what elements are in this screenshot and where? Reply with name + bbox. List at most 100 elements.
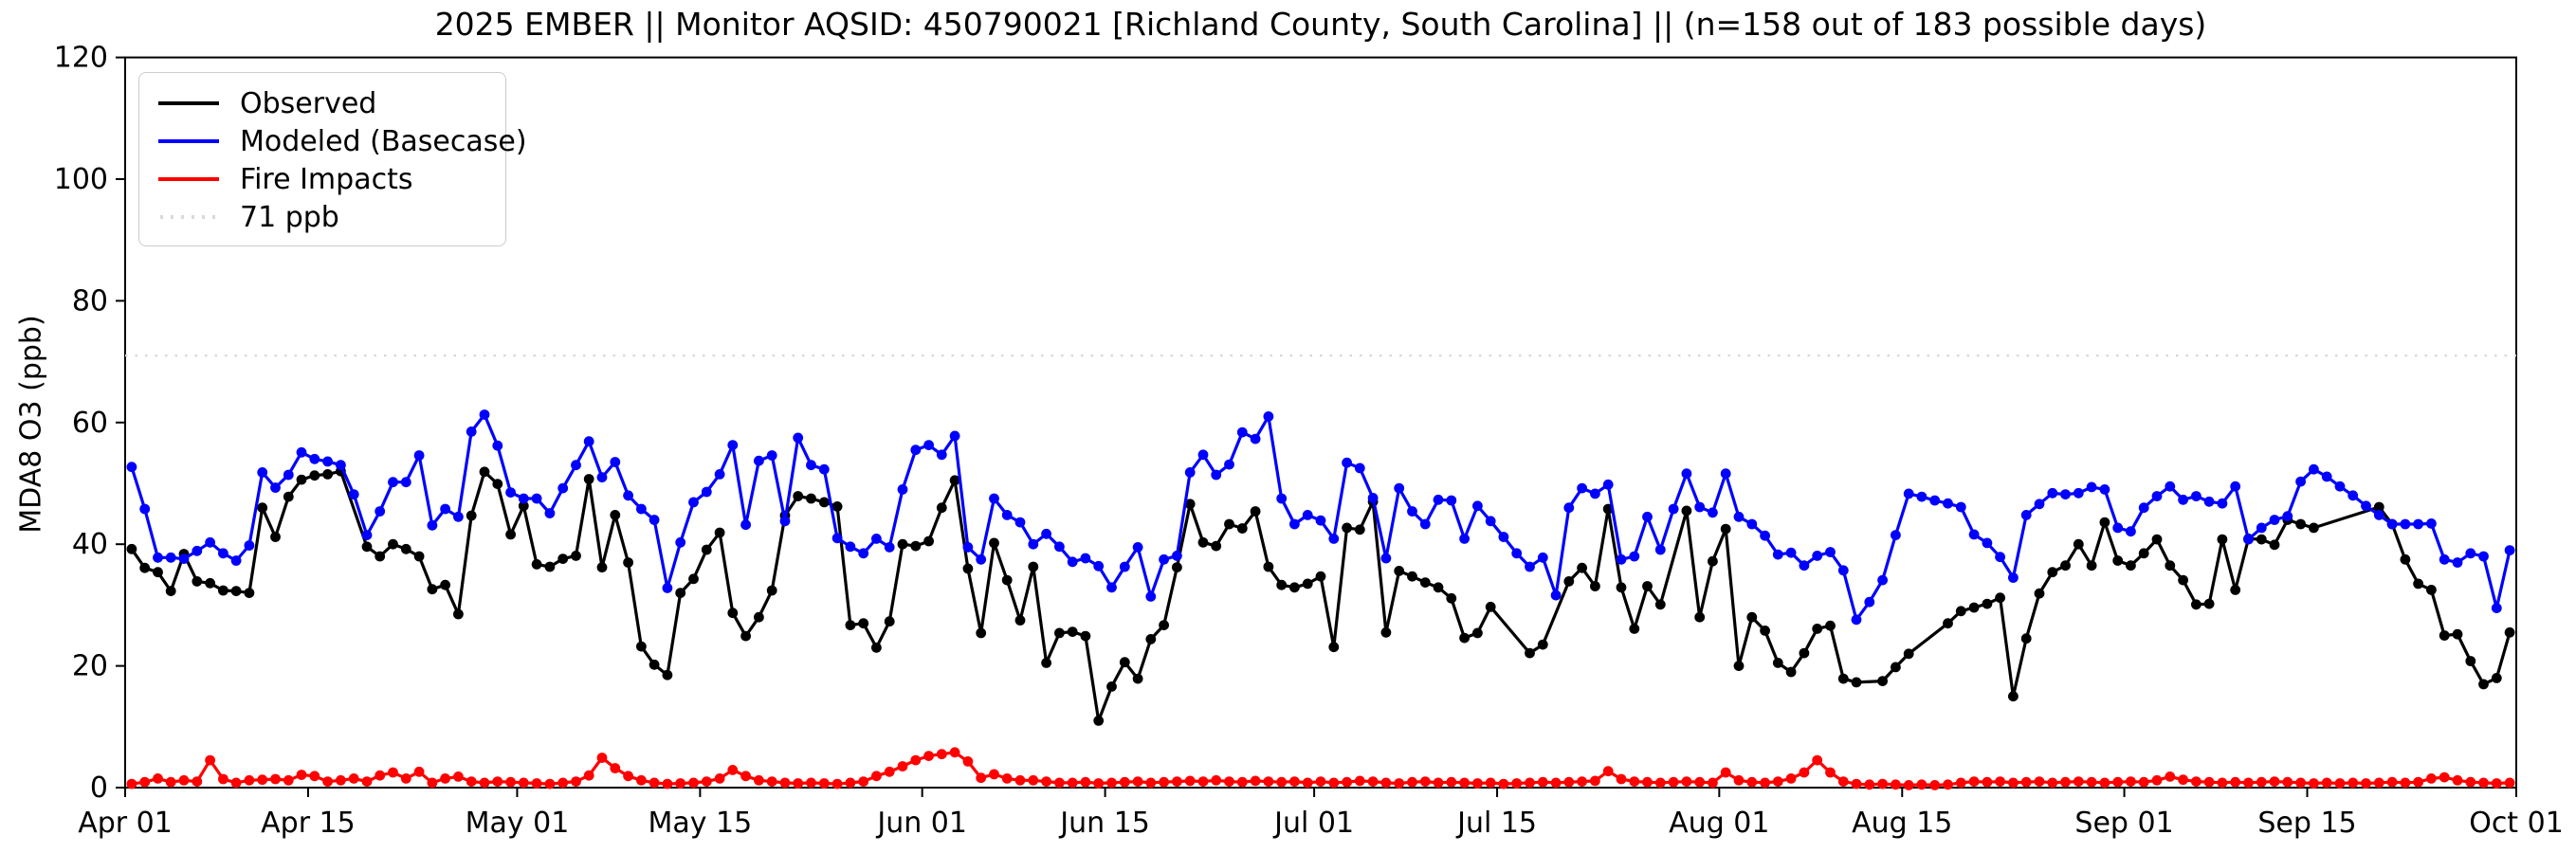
legend-item-threshold: 71 ppb (153, 198, 505, 236)
data-point (165, 552, 176, 563)
data-point (1812, 551, 1823, 561)
data-point (2269, 515, 2280, 525)
data-point (1276, 776, 1288, 788)
data-point (1590, 488, 1600, 499)
data-point (1289, 518, 1300, 530)
data-point (2060, 489, 2071, 499)
data-point (270, 532, 281, 542)
data-point (897, 538, 908, 550)
data-point (2269, 539, 2280, 551)
data-point (675, 778, 686, 789)
data-point (2217, 534, 2228, 545)
data-point (1511, 548, 1523, 559)
data-point (257, 774, 268, 786)
data-point (610, 510, 621, 520)
data-point (923, 440, 934, 450)
data-point (858, 618, 869, 629)
data-point (1654, 777, 1666, 789)
data-point (466, 426, 477, 437)
data-point (976, 772, 987, 784)
data-point (165, 776, 176, 788)
data-point (1472, 778, 1483, 789)
data-point (2047, 777, 2058, 789)
data-point (1433, 494, 1444, 505)
data-point (283, 774, 294, 786)
data-point (1982, 537, 1993, 549)
data-point (348, 489, 359, 499)
data-point (2334, 778, 2346, 789)
data-point (453, 771, 464, 782)
data-point (2321, 777, 2332, 789)
data-point (400, 477, 411, 488)
data-point (1968, 529, 1980, 540)
data-point (1132, 776, 1143, 787)
data-point (440, 503, 450, 515)
data-point (793, 432, 804, 444)
data-point (1236, 776, 1248, 788)
data-point (2099, 517, 2110, 528)
data-point (2126, 560, 2136, 572)
data-point (1211, 540, 1222, 552)
data-point (1380, 777, 1392, 789)
data-point (754, 455, 764, 466)
data-point (583, 474, 594, 484)
data-point (466, 510, 477, 521)
data-point (2400, 554, 2411, 565)
data-point (2256, 776, 2267, 788)
data-point (126, 543, 137, 554)
data-point (1708, 777, 1718, 789)
data-point (1054, 627, 1065, 639)
data-point (1995, 552, 2006, 563)
data-point (192, 576, 203, 587)
data-point (1132, 542, 1143, 553)
data-point (1407, 571, 1417, 582)
data-point (1093, 560, 1105, 572)
data-point (2073, 538, 2084, 550)
data-point (1851, 677, 1862, 688)
data-point (2178, 574, 2189, 586)
data-point (1041, 528, 1051, 539)
data-point (793, 491, 804, 501)
data-point (413, 551, 425, 562)
data-point (388, 767, 398, 778)
data-point (388, 538, 398, 550)
data-point (1681, 468, 1692, 480)
data-point (1080, 776, 1091, 788)
data-point (139, 776, 151, 788)
data-point (962, 563, 974, 574)
data-point (1602, 479, 1614, 490)
data-point (1197, 776, 1209, 787)
data-point (1250, 506, 1261, 517)
data-point (1799, 647, 1810, 659)
data-point (1968, 776, 1980, 787)
data-point (897, 761, 908, 771)
data-point (1407, 776, 1417, 788)
data-point (1537, 639, 1548, 650)
data-point (2203, 776, 2215, 788)
data-point (2491, 778, 2502, 789)
data-point (1367, 776, 1379, 787)
data-point (2295, 777, 2307, 789)
data-point (2504, 626, 2515, 638)
data-point (1342, 522, 1352, 534)
data-point (1498, 532, 1509, 542)
data-point (845, 620, 856, 630)
data-point (1276, 579, 1288, 590)
data-point (571, 460, 581, 471)
data-point (2060, 776, 2071, 788)
data-point (2452, 557, 2463, 568)
data-point (1067, 777, 1078, 789)
data-point (492, 479, 503, 489)
data-point (1485, 516, 1496, 527)
data-point (1067, 556, 1078, 568)
data-point (1746, 611, 1758, 623)
data-point (1407, 506, 1417, 517)
data-point (1276, 493, 1288, 504)
data-point (544, 778, 556, 789)
data-point (2191, 491, 2201, 501)
data-point (779, 777, 791, 789)
y-tick-label: 60 (72, 407, 108, 440)
data-point (1720, 523, 1731, 535)
data-point (505, 529, 516, 540)
data-point (453, 511, 464, 522)
